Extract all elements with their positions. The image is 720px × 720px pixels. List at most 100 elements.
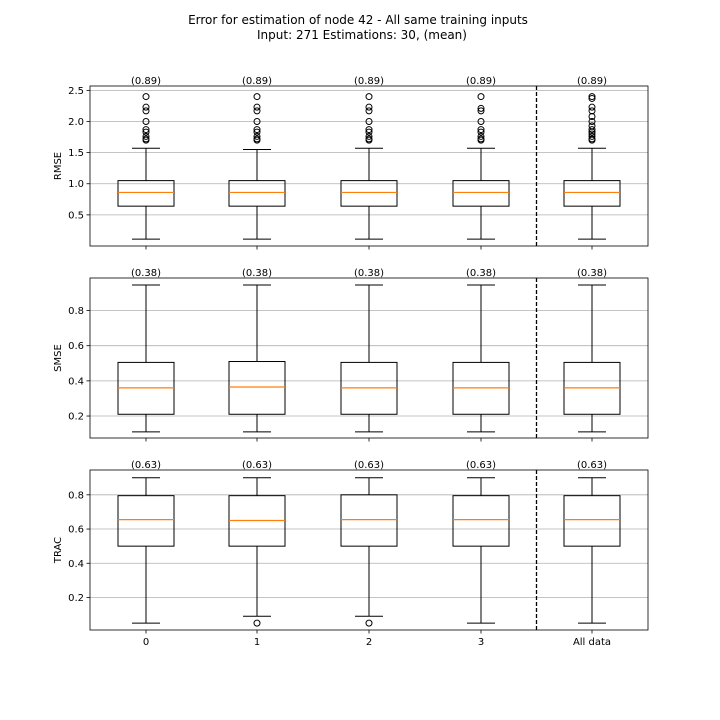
y-tick-label: 2.0 xyxy=(68,117,84,128)
mean-label: (0.63) xyxy=(577,460,607,471)
box-1: (0.89) xyxy=(228,76,286,250)
outlier-point xyxy=(142,107,150,115)
box-3: (0.63) 3 xyxy=(452,460,510,648)
panels: 0.5 1.0 1.5 2.0 2.5 RMSE (0.89) (0.89) (0.89) (0.… xyxy=(53,76,649,648)
box-4: (0.63) All data xyxy=(563,460,621,648)
outlier-point xyxy=(142,103,150,111)
outlier-point xyxy=(253,126,261,134)
x-tick-label: All data xyxy=(573,637,611,648)
box-2: (0.89) xyxy=(340,76,398,250)
outlier-point xyxy=(477,117,485,125)
outlier-point xyxy=(253,117,261,125)
mean-label: (0.89) xyxy=(466,76,496,87)
mean-label: (0.63) xyxy=(242,460,272,471)
outlier-point xyxy=(588,94,596,102)
figure-title-line-2: Input: 271 Estimations: 30, (mean) xyxy=(257,28,467,42)
box-4: (0.89) xyxy=(563,76,621,250)
outlier-point xyxy=(142,128,150,136)
outlier-point xyxy=(253,107,261,115)
outlier-point xyxy=(588,117,596,125)
x-tick-label: 3 xyxy=(478,637,484,648)
y-tick-label: 0.8 xyxy=(68,490,84,501)
box-rect xyxy=(117,180,175,207)
box-rect xyxy=(228,180,286,207)
mean-label: (0.38) xyxy=(354,268,384,279)
y-tick-label: 0.2 xyxy=(68,412,84,423)
box-rect xyxy=(452,180,510,207)
outlier-point xyxy=(588,107,596,115)
mean-label: (0.38) xyxy=(242,268,272,279)
axes-frame xyxy=(89,469,649,631)
axes-frame xyxy=(89,277,649,439)
y-tick-label: 0.6 xyxy=(68,341,84,352)
mean-label: (0.38) xyxy=(131,268,161,279)
outlier-point xyxy=(253,132,261,140)
outlier-point xyxy=(588,130,596,138)
box-2: (0.38) xyxy=(340,268,398,442)
y-tick-label: 0.5 xyxy=(68,210,84,221)
box-4: (0.38) xyxy=(563,268,621,442)
outlier-point xyxy=(142,117,150,125)
outlier-point xyxy=(588,93,596,101)
outlier-point xyxy=(365,103,373,111)
box-rect xyxy=(340,180,398,207)
outlier-point xyxy=(477,126,485,134)
y-tick-label: 0.8 xyxy=(68,306,84,317)
outlier-point xyxy=(477,132,485,140)
y-axis-label: TRAC xyxy=(53,537,64,564)
outlier-point xyxy=(477,107,485,115)
outlier-point xyxy=(142,126,150,134)
outlier-point xyxy=(365,128,373,136)
outlier-point xyxy=(477,128,485,136)
mean-label: (0.63) xyxy=(354,460,384,471)
y-tick-label: 0.4 xyxy=(68,376,84,387)
outlier-point xyxy=(588,122,596,130)
outlier-point xyxy=(253,103,261,111)
y-tick-label: 0.6 xyxy=(68,525,84,536)
outlier-point xyxy=(253,619,261,627)
outlier-point xyxy=(142,135,150,143)
y-tick-label: 2.5 xyxy=(68,86,84,97)
outlier-point xyxy=(588,103,596,111)
box-rect xyxy=(117,495,175,547)
panel-smse: 0.2 0.4 0.6 0.8 SMSE (0.38) (0.38) (0.38) (0.38)… xyxy=(53,268,649,442)
outlier-point xyxy=(477,104,485,112)
outlier-point xyxy=(365,619,373,627)
outlier-point xyxy=(253,135,261,143)
outlier-point xyxy=(588,132,596,140)
outlier-point xyxy=(142,93,150,101)
box-3: (0.38) xyxy=(452,268,510,442)
outlier-point xyxy=(142,132,150,140)
outlier-point xyxy=(365,135,373,143)
x-tick-label: 1 xyxy=(254,637,260,648)
box-rect xyxy=(340,494,398,547)
mean-label: (0.63) xyxy=(131,460,161,471)
box-rect xyxy=(452,495,510,547)
figure-title-line-1: Error for estimation of node 42 - All sa… xyxy=(188,13,528,27)
box-0: (0.38) xyxy=(117,268,175,442)
x-tick-label: 0 xyxy=(143,637,149,648)
outlier-point xyxy=(365,117,373,125)
box-rect xyxy=(563,495,621,547)
panel-rmse: 0.5 1.0 1.5 2.0 2.5 RMSE (0.89) (0.89) (0.89) (0.… xyxy=(53,76,649,250)
box-1: (0.63) 1 xyxy=(228,460,286,648)
outlier-point xyxy=(365,132,373,140)
mean-label: (0.89) xyxy=(131,76,161,87)
box-2: (0.63) 2 xyxy=(340,460,398,648)
outlier-point xyxy=(588,135,596,143)
y-axis-label: RMSE xyxy=(53,152,64,180)
panel-trac: 0.20.40.60.8TRAC(0.63)0(0.63)1(0.63)2(0.… xyxy=(53,460,649,648)
box-0: (0.89) xyxy=(117,76,175,250)
box-rect xyxy=(228,361,286,415)
outlier-point xyxy=(365,93,373,101)
mean-label: (0.89) xyxy=(354,76,384,87)
x-tick-label: 2 xyxy=(366,637,372,648)
box-3: (0.89) xyxy=(452,76,510,250)
outlier-point xyxy=(253,128,261,136)
mean-label: (0.89) xyxy=(577,76,607,87)
y-tick-label: 0.4 xyxy=(68,559,84,570)
outlier-point xyxy=(365,107,373,115)
box-1: (0.38) xyxy=(228,268,286,442)
outlier-point xyxy=(477,135,485,143)
